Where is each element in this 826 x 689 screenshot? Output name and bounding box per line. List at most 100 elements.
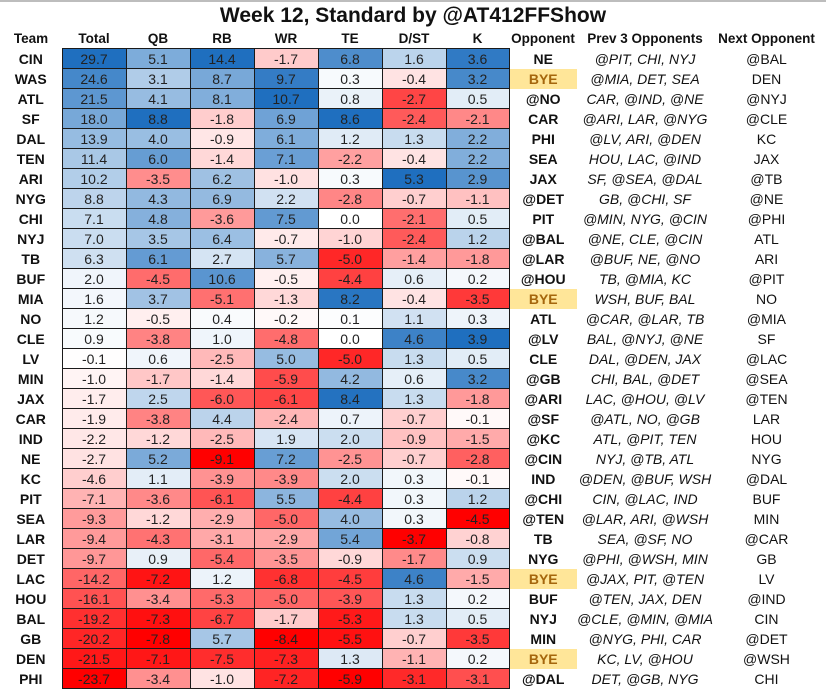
heat-cell-te: 8.2 — [317, 288, 383, 309]
heat-cell-qb: 5.2 — [125, 448, 191, 469]
heat-cell-rb: -2.9 — [189, 508, 255, 529]
heat-cell-k: 0.2 — [445, 648, 510, 669]
heat-cell-dst: 1.6 — [381, 48, 447, 69]
heat-cell-te: 8.4 — [317, 388, 383, 409]
heat-cell-wr: -1.7 — [253, 48, 319, 69]
header-next-opponent: Next Opponent — [718, 31, 815, 47]
heat-cell-total: 24.6 — [61, 68, 127, 89]
prev-opponents-cell: CAR, @IND, @NE — [586, 90, 704, 107]
heat-cell-rb: 6.4 — [189, 228, 255, 249]
table-row: DEN -21.5 -7.1 -7.5 -7.3 1.3 -1.1 0.2 BYE KC, LV,… — [0, 648, 820, 669]
heat-cell-dst: 5.3 — [381, 168, 447, 189]
heat-cell-rb: 8.7 — [189, 68, 255, 89]
team-cell: BAL — [16, 610, 46, 627]
heat-cell-qb: 2.5 — [125, 388, 191, 409]
heat-cell-te: 6.8 — [317, 48, 383, 69]
next-opponent-cell: CHI — [754, 670, 779, 687]
heat-cell-wr: -6.8 — [253, 568, 319, 589]
heat-cell-total: -4.6 — [61, 468, 127, 489]
heat-cell-te: 5.4 — [317, 528, 383, 549]
heat-cell-te: 0.3 — [317, 168, 383, 189]
team-cell: DEN — [15, 650, 46, 667]
team-cell: JAX — [17, 390, 45, 407]
heat-cell-wr: -0.7 — [253, 228, 319, 249]
opponent-cell: CAR — [528, 110, 559, 127]
opponent-cell: SEA — [528, 150, 558, 167]
header-dst: D/ST — [398, 31, 430, 46]
heat-cell-wr: 1.9 — [253, 428, 319, 449]
team-cell: NO — [20, 310, 42, 327]
heat-cell-dst: 1.3 — [381, 608, 447, 629]
table-row: HOU -16.1 -3.4 -5.3 -5.0 -3.9 1.3 0.2 BUF @TEN, J… — [0, 588, 820, 609]
next-opponent-cell: @TEN — [745, 390, 788, 407]
prev-opponents-cell: @ATL, NO, @GB — [590, 410, 700, 427]
prev-opponents-cell: @LV, ARI, @DEN — [589, 130, 701, 147]
heat-cell-te: 0.0 — [317, 328, 383, 349]
heat-cell-total: -0.1 — [61, 348, 127, 369]
next-opponent-cell: @PIT — [748, 270, 785, 287]
next-opponent-cell: JAX — [753, 150, 780, 167]
prev-opponents-cell: @JAX, PIT, @TEN — [585, 570, 705, 587]
heat-cell-rb: 1.0 — [189, 328, 255, 349]
team-cell: SF — [21, 110, 40, 127]
team-cell: MIA — [17, 290, 44, 307]
heat-cell-k: 0.3 — [445, 308, 510, 329]
heat-cell-total: 11.4 — [61, 148, 127, 169]
heat-cell-te: -5.0 — [317, 248, 383, 269]
heat-cell-total: -9.4 — [61, 528, 127, 549]
header-total: Total — [78, 31, 110, 46]
table-row: PHI -23.7 -3.4 -1.0 -7.2 -5.9 -3.1 -3.1 @DAL DET,… — [0, 668, 820, 689]
table-row: ARI 10.2 -3.5 6.2 -1.0 0.3 5.3 2.9 JAX SF, @SEA, … — [0, 168, 820, 189]
header-wr: WR — [274, 31, 298, 46]
heat-cell-te: 0.0 — [317, 208, 383, 229]
heat-cell-k: 0.2 — [445, 588, 510, 609]
heat-cell-k: -1.5 — [445, 568, 510, 589]
heat-cell-te: 0.3 — [317, 68, 383, 89]
heat-cell-dst: -3.7 — [381, 528, 447, 549]
heat-cell-dst: 0.6 — [381, 368, 447, 389]
heat-cell-dst: 4.6 — [381, 328, 447, 349]
heat-cell-rb: -1.0 — [189, 668, 255, 689]
heat-cell-total: 10.2 — [61, 168, 127, 189]
table-row: NYG 8.8 4.3 6.9 2.2 -2.8 -0.7 -1.1 @DET GB, @CHI,… — [0, 188, 820, 209]
opponent-cell: BUF — [528, 590, 558, 607]
next-opponent-cell: HOU — [750, 430, 783, 447]
opponent-cell: @LV — [527, 330, 559, 347]
next-opponent-cell: GB — [756, 550, 777, 567]
heat-cell-wr: -0.2 — [253, 308, 319, 329]
prev-opponents-cell: CIN, @LAC, IND — [592, 490, 698, 507]
bye-badge: BYE — [509, 288, 577, 309]
heat-cell-dst: -1.7 — [381, 548, 447, 569]
table-row: KC -4.6 1.1 -3.9 -3.9 2.0 0.3 -0.1 IND @DEN, @BUF… — [0, 468, 820, 489]
heat-cell-k: -4.5 — [445, 508, 510, 529]
heat-cell-total: 29.7 — [61, 48, 127, 69]
heat-cell-wr: 2.2 — [253, 188, 319, 209]
heat-cell-qb: -3.6 — [125, 488, 191, 509]
heat-cell-rb: -5.4 — [189, 548, 255, 569]
heat-cell-dst: -3.1 — [381, 668, 447, 689]
opponent-cell: @BAL — [522, 230, 565, 247]
heat-cell-dst: 1.3 — [381, 388, 447, 409]
heat-cell-dst: 4.6 — [381, 568, 447, 589]
heat-cell-qb: -7.1 — [125, 648, 191, 669]
heat-cell-dst: -0.4 — [381, 288, 447, 309]
heat-cell-qb: -1.7 — [125, 368, 191, 389]
heat-cell-total: -21.5 — [61, 648, 127, 669]
table-row: NE -2.7 5.2 -9.1 7.2 -2.5 -0.7 -2.8 @CIN NYJ, @TB… — [0, 448, 820, 469]
heat-cell-qb: 8.8 — [125, 108, 191, 129]
heat-cell-k: 3.2 — [445, 368, 510, 389]
heat-cell-wr: -1.0 — [253, 168, 319, 189]
heat-cell-wr: -6.1 — [253, 388, 319, 409]
heat-cell-rb: -6.1 — [189, 488, 255, 509]
heat-cell-rb: -3.9 — [189, 468, 255, 489]
heat-cell-dst: -1.4 — [381, 248, 447, 269]
heat-cell-wr: 5.5 — [253, 488, 319, 509]
prev-opponents-cell: @PHI, @WSH, MIN — [582, 550, 708, 567]
heat-cell-qb: -1.2 — [125, 428, 191, 449]
heat-cell-dst: 1.1 — [381, 308, 447, 329]
header-k: K — [472, 31, 483, 46]
heat-cell-te: 0.1 — [317, 308, 383, 329]
heat-cell-wr: 7.2 — [253, 448, 319, 469]
team-cell: BUF — [16, 270, 46, 287]
heat-cell-qb: -7.8 — [125, 628, 191, 649]
